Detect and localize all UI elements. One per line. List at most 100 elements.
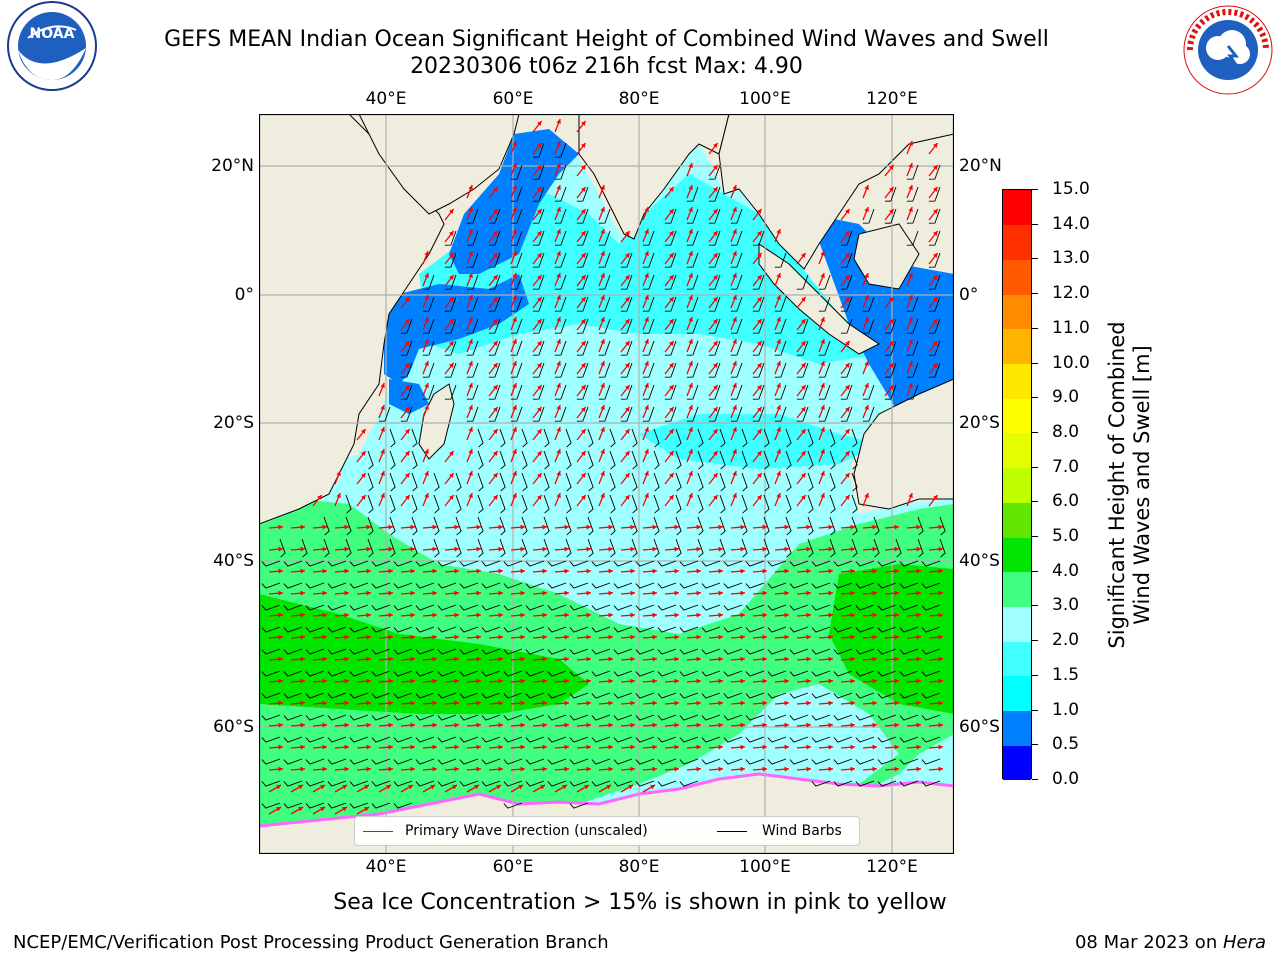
wind-barb <box>488 230 501 246</box>
wave-direction-arrowhead <box>493 385 498 390</box>
wind-barb <box>503 780 523 787</box>
wind-barb <box>591 780 611 787</box>
wind-barb <box>829 450 836 470</box>
wind-barb <box>708 230 721 246</box>
wave-direction-arrowhead <box>493 231 498 236</box>
wind-barb <box>569 626 589 633</box>
wind-barb <box>488 318 501 334</box>
wave-direction-arrowhead <box>537 341 542 346</box>
colorbar-tick <box>1032 501 1038 503</box>
wave-direction-arrowhead <box>468 251 473 256</box>
wave-direction-arrowhead <box>644 273 649 278</box>
wave-direction-arrowhead <box>564 656 569 662</box>
lon-label-bottom-80e: 80°E <box>618 857 660 877</box>
wind-barb <box>283 714 303 721</box>
wind-barb <box>609 450 616 470</box>
wave-direction-arrowhead <box>776 449 781 454</box>
wave-direction-arrowhead <box>864 493 869 498</box>
wind-barb <box>455 538 462 558</box>
wind-barb <box>774 362 787 378</box>
wind-barb <box>547 692 567 699</box>
wave-direction-arrowhead <box>864 405 869 410</box>
wind-barb <box>701 648 721 655</box>
wind-barb <box>785 472 792 492</box>
wind-barb <box>543 538 550 558</box>
wind-barb <box>686 208 699 224</box>
wind-barb <box>862 318 875 334</box>
wave-direction-arrowhead <box>537 297 542 302</box>
wind-barb <box>576 362 589 378</box>
wind-barb <box>921 604 941 611</box>
wave-direction-arrowhead <box>493 319 498 324</box>
wave-direction-arrowhead <box>454 612 459 618</box>
wind-barb <box>393 560 413 567</box>
wave-direction-arrowhead <box>512 185 517 190</box>
wave-direction-arrowhead <box>278 524 283 530</box>
wave-direction-arrowhead <box>718 766 723 772</box>
wind-barb <box>411 516 418 536</box>
wave-direction-arrowhead <box>889 209 894 214</box>
wind-barb <box>261 780 281 787</box>
wind-barb <box>609 472 616 492</box>
wind-barb <box>855 560 875 567</box>
wind-barb <box>829 516 836 536</box>
wave-direction-arrowhead <box>652 744 657 750</box>
wave-direction-arrowhead <box>674 634 679 640</box>
wind-barb <box>917 538 924 558</box>
wind-barb <box>598 274 611 290</box>
wind-barb <box>371 758 391 765</box>
wind-barb <box>459 582 479 589</box>
wave-direction-arrowhead <box>454 656 459 662</box>
wave-direction-arrowhead <box>688 449 693 454</box>
wave-direction-arrowhead <box>820 449 825 454</box>
wind-barb <box>547 582 567 589</box>
ocean-band-0-5m-somali <box>384 274 529 384</box>
wave-direction-arrowhead <box>388 700 393 706</box>
wave-direction-arrowhead <box>424 295 429 300</box>
wind-barb <box>855 582 875 589</box>
wave-direction-arrowhead <box>872 656 877 662</box>
wave-direction-arrowhead <box>405 363 410 368</box>
wave-direction-arrowhead <box>938 722 943 728</box>
wave-direction-arrowhead <box>784 568 789 574</box>
colorbar-tick <box>1032 744 1038 746</box>
wave-direction-arrowhead <box>564 634 569 640</box>
wave-direction-arrowhead <box>405 297 410 302</box>
wave-direction-arrowhead <box>454 678 459 684</box>
wave-direction-arrowhead <box>388 590 393 596</box>
wave-direction-arrowhead <box>872 524 877 530</box>
wind-barb <box>774 296 787 312</box>
wave-direction-arrowhead <box>696 678 701 684</box>
wind-barb <box>723 692 743 699</box>
wave-direction-legend-label: Primary Wave Direction (unscaled) <box>405 823 648 839</box>
wave-direction-arrowhead <box>562 785 568 790</box>
wind-barb <box>261 758 281 765</box>
wave-direction-arrowhead <box>806 700 811 706</box>
wind-barb <box>928 208 941 224</box>
wind-barb <box>763 516 770 536</box>
wave-direction-arrowhead <box>449 253 454 258</box>
wind-barb <box>763 538 770 558</box>
lat-label-left-0: 0° <box>234 285 254 305</box>
wind-barb <box>499 494 506 514</box>
wind-barb <box>851 428 858 448</box>
wave-direction-arrowhead <box>828 700 833 706</box>
wind-barb <box>525 714 545 721</box>
wave-direction-arrowhead <box>581 187 586 192</box>
wind-barb <box>899 714 919 721</box>
wave-direction-arrowhead <box>476 678 481 684</box>
noaa-logo: NOAA <box>7 1 97 91</box>
wave-direction-arrowhead <box>916 634 921 640</box>
wave-direction-arrowhead <box>784 678 789 684</box>
wave-direction-arrowhead <box>405 407 410 412</box>
wind-barb <box>393 626 413 633</box>
wind-barb <box>283 626 303 633</box>
wind-barb <box>510 252 523 268</box>
wind-barb <box>305 670 325 677</box>
wave-direction-arrowhead <box>644 295 649 300</box>
wind-barb <box>679 626 699 633</box>
wind-barb <box>459 560 479 567</box>
wind-barb <box>664 318 677 334</box>
wave-direction-arrowhead <box>938 590 943 596</box>
wind-barb <box>598 406 611 422</box>
